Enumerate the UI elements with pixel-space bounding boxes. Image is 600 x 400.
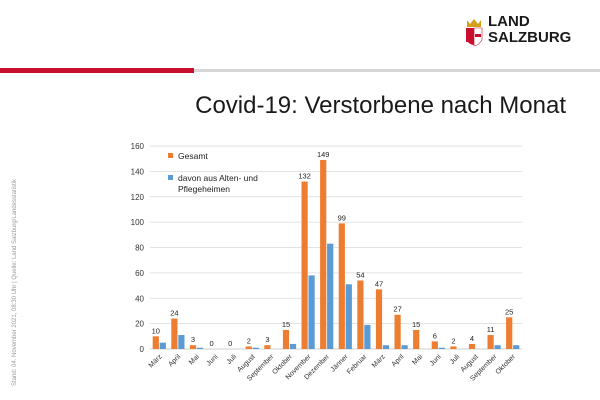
bar-altenheime [494, 345, 501, 349]
data-label-gesamt: 2 [451, 336, 455, 345]
y-tick-label: 100 [131, 218, 145, 227]
bar-gesamt [450, 346, 457, 349]
data-label-gesamt: 99 [338, 213, 346, 222]
bar-gesamt [468, 343, 476, 349]
x-axis: März April Mai Juni JuliAugustSeptemberOktob… [148, 353, 518, 383]
header-divider [194, 69, 600, 72]
bar-gesamt [357, 280, 364, 349]
bar-gesamt [282, 329, 290, 349]
data-label-gesamt: 2 [247, 336, 251, 345]
data-label-gesamt: 3 [191, 335, 195, 344]
data-label-gesamt: 0 [228, 339, 232, 348]
bar-gesamt [301, 181, 308, 349]
bar-altenheime [345, 284, 352, 349]
logo-line-2: SALZBURG [488, 29, 572, 46]
data-label-gesamt: 11 [487, 325, 495, 334]
bar-gesamt [245, 346, 252, 349]
bar-altenheime [159, 342, 166, 349]
data-label-gesamt: 10 [152, 326, 160, 335]
y-axis: 0 20 40 60 80 100 120 140 160 [131, 142, 145, 354]
legend-swatch-altenheime [168, 175, 173, 180]
data-label-gesamt: 3 [265, 335, 269, 344]
logo-line-1: LAND [488, 13, 530, 30]
data-label-gesamt: 0 [210, 339, 214, 348]
x-tick-label: Juni [205, 353, 219, 367]
bar-altenheime [382, 345, 390, 349]
legend-label-altenheime: davon aus Alten- und Pflegeheimen [178, 173, 258, 194]
data-label-gesamt: 24 [170, 309, 178, 318]
x-tick-label: Juni [429, 353, 443, 367]
bar-gesamt [320, 159, 327, 349]
data-label-gesamt: 149 [317, 150, 330, 159]
bar-gesamt [487, 335, 494, 349]
x-tick-label: Mai [188, 353, 201, 366]
y-tick-label: 140 [131, 167, 145, 176]
x-tick-label: März [371, 353, 387, 369]
x-tick-label: März [148, 353, 164, 369]
data-label-gesamt: 4 [470, 334, 474, 343]
bar-altenheime [196, 347, 204, 349]
bar-gesamt [264, 345, 271, 349]
bar-altenheime [308, 275, 315, 349]
bar-gesamt [506, 317, 513, 349]
data-label-gesamt: 15 [412, 320, 420, 329]
y-tick-label: 40 [135, 294, 144, 303]
y-tick-label: 60 [135, 269, 144, 278]
y-tick-label: 20 [135, 320, 144, 329]
data-label-gesamt: 25 [505, 307, 513, 316]
data-label-gesamt: 15 [282, 320, 290, 329]
x-tick-label: Juli [226, 353, 239, 366]
land-salzburg-logo: LAND SALZBURG [464, 14, 574, 54]
x-tick-label: Juli [449, 353, 462, 366]
bar-gesamt [189, 345, 197, 349]
bar-gesamt [171, 318, 178, 349]
bar-altenheime [252, 347, 259, 349]
legend-label-gesamt: Gesamt [178, 151, 208, 161]
chart-legend: Gesamt davon aus Alten- und Pflegeheimen [168, 151, 258, 194]
y-tick-label: 80 [135, 244, 144, 253]
y-tick-label: 160 [131, 142, 145, 151]
bar-altenheime [327, 243, 334, 349]
bar-gesamt [413, 329, 420, 349]
x-tick-label: Mai [411, 353, 424, 366]
data-label-gesamt: 27 [393, 305, 401, 314]
chart-gridlines [150, 145, 522, 350]
x-tick-label: Oktober [495, 353, 518, 376]
bar-altenheime [289, 343, 297, 349]
y-tick-label: 120 [131, 193, 145, 202]
bar-gesamt [431, 341, 438, 349]
y-tick-label: 0 [140, 345, 145, 354]
bar-gesamt [375, 289, 383, 349]
coat-of-arms-icon [466, 19, 483, 47]
bar-altenheime [364, 324, 371, 349]
bar-altenheime [178, 335, 185, 349]
bar-gesamt [152, 336, 159, 349]
logo-text: LAND SALZBURG [488, 14, 571, 46]
bar-gesamt [394, 314, 401, 349]
bar-gesamt [338, 223, 345, 349]
x-tick-label: April [391, 353, 406, 368]
data-label-gesamt: 47 [375, 279, 383, 288]
x-tick-label: Februar [346, 353, 369, 376]
data-label-gesamt: 54 [356, 270, 364, 279]
data-label-gesamt: 6 [433, 331, 437, 340]
bar-altenheime [438, 347, 445, 349]
page-title: Covid-19: Verstorbene nach Monat [195, 92, 566, 119]
chart-bars [152, 159, 520, 349]
data-label-gesamt: 132 [298, 172, 311, 181]
bar-altenheime [513, 345, 520, 349]
legend-swatch-gesamt [168, 153, 173, 158]
x-tick-label: April [167, 353, 182, 368]
header [0, 0, 600, 68]
header-red-accent [0, 68, 194, 73]
bar-altenheime [401, 345, 408, 349]
